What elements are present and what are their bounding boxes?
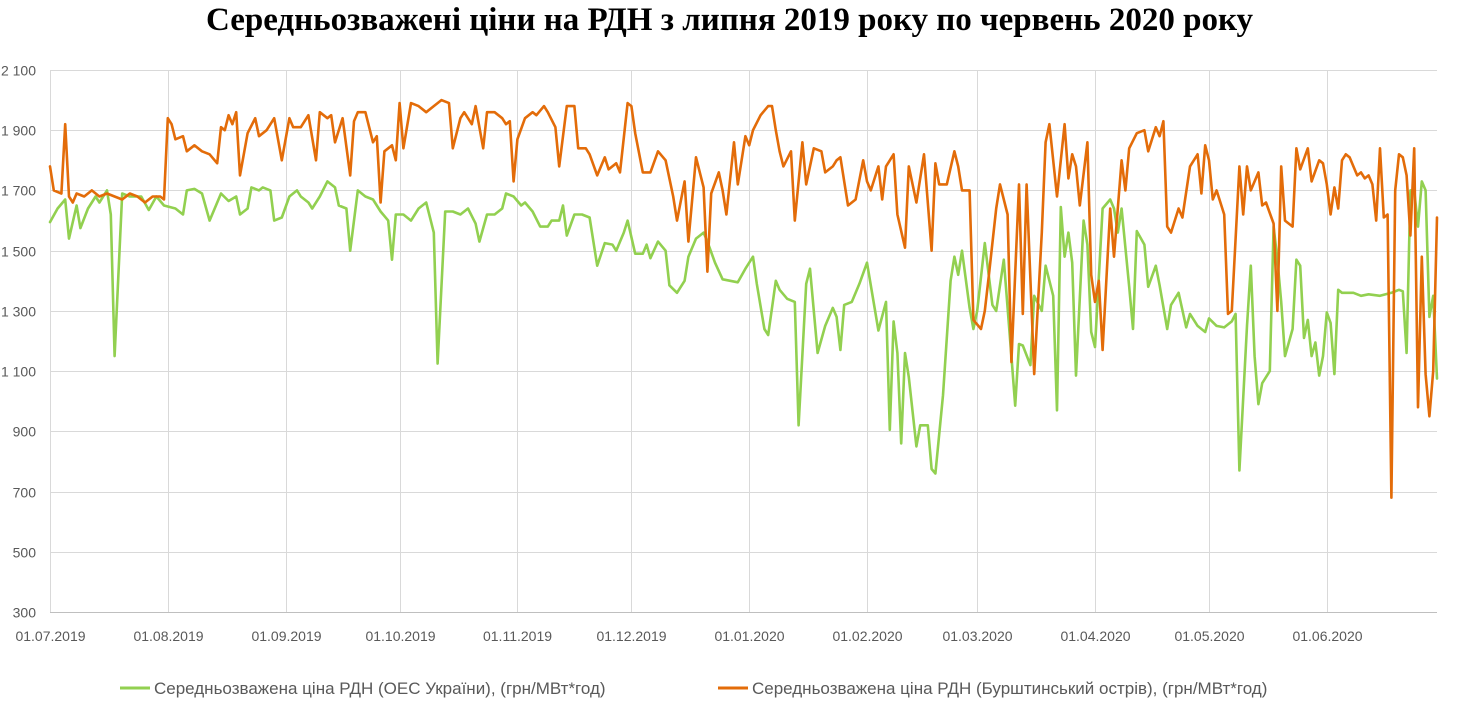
series-lines — [48, 98, 1439, 499]
y-tick-label: 1 900 — [1, 123, 36, 139]
x-axis-labels: 01.07.2019 01.08.2019 01.09.2019 01.10.2019… — [15, 628, 1362, 644]
x-tick-label: 01.01.2020 — [714, 628, 784, 644]
series-line-1 — [48, 180, 1439, 475]
chart-title: Середньозважені ціни на РДН з липня 2019… — [205, 2, 1253, 38]
legend: Середньозважена ціна РДН (ОЕС України), … — [120, 679, 1267, 698]
x-tick-label: 01.09.2019 — [251, 628, 321, 644]
legend-label-1: Середньозважена ціна РДН (ОЕС України), … — [154, 679, 606, 698]
x-tick-label: 01.07.2019 — [15, 628, 85, 644]
x-tick-label: 01.10.2019 — [365, 628, 435, 644]
y-tick-label: 300 — [13, 605, 37, 621]
x-tick-label: 01.11.2019 — [483, 628, 552, 644]
y-axis-labels: 300 500 700 900 1 100 1 300 1 500 1 700 1 900 2 1… — [1, 63, 36, 621]
y-tick-label: 900 — [13, 424, 37, 440]
x-tick-label: 01.12.2019 — [596, 628, 666, 644]
x-tick-label: 01.04.2020 — [1060, 628, 1130, 644]
y-tick-label: 500 — [13, 545, 37, 561]
y-tick-label: 1 100 — [1, 364, 36, 380]
y-tick-label: 2 100 — [1, 63, 36, 79]
x-tick-label: 01.05.2020 — [1174, 628, 1244, 644]
y-tick-label: 1 500 — [1, 244, 36, 260]
y-tick-label: 1 300 — [1, 304, 36, 320]
series-line-2 — [48, 98, 1439, 499]
x-tick-label: 01.06.2020 — [1292, 628, 1362, 644]
y-tick-label: 700 — [13, 485, 37, 501]
x-tick-label: 01.08.2019 — [133, 628, 203, 644]
legend-label-2: Середньозважена ціна РДН (Бурштинський о… — [752, 679, 1267, 698]
y-tick-label: 1 700 — [1, 183, 36, 199]
grid-lines — [50, 70, 1437, 613]
x-tick-label: 01.02.2020 — [832, 628, 902, 644]
x-tick-label: 01.03.2020 — [942, 628, 1012, 644]
